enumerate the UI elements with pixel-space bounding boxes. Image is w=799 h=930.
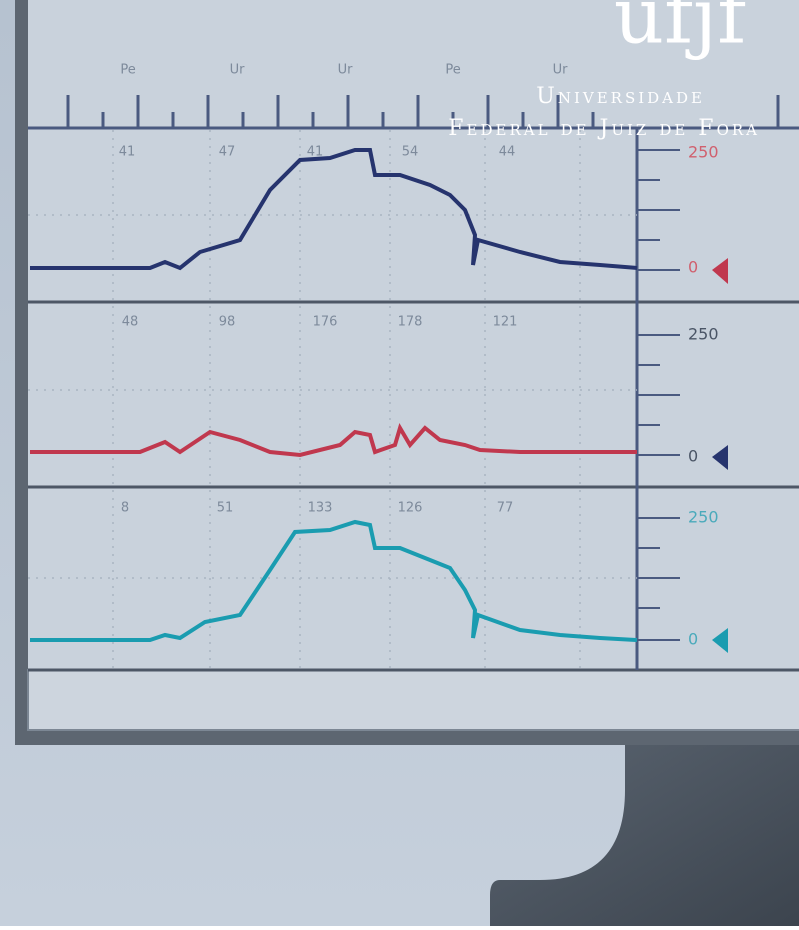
scale-bottom: 0 (688, 630, 698, 649)
value-label: 8 (121, 501, 129, 516)
panel-borders (28, 128, 799, 672)
value-label: 126 (398, 501, 423, 516)
scale-ticks (637, 149, 680, 641)
panel-1-labels: 41 47 41 54 44 (119, 145, 516, 160)
marker (712, 628, 728, 653)
grid (28, 130, 637, 668)
value-label: 47 (219, 145, 236, 160)
scale-top: 250 (688, 325, 719, 344)
value-label: 176 (313, 315, 338, 330)
ruler-ticks (66, 95, 780, 128)
scale-bottom: 0 (688, 258, 698, 277)
panel-2-labels: 48 98 176 178 121 (122, 315, 518, 330)
monitor-stand (490, 745, 799, 926)
ruler-label: Ur (553, 63, 569, 78)
panel-3-labels: 8 51 133 126 77 (121, 501, 513, 516)
scale-bottom: 0 (688, 447, 698, 466)
value-label: 41 (307, 145, 324, 160)
scale-top: 250 (688, 143, 719, 162)
scale-top: 250 (688, 508, 719, 527)
value-label: 98 (219, 315, 236, 330)
value-label: 44 (499, 145, 516, 160)
marker (712, 258, 728, 284)
screen-footer (27, 669, 799, 731)
ruler-label: Pe (445, 63, 460, 78)
value-label: 133 (308, 501, 333, 516)
screen (28, 0, 799, 730)
logo-mark: ufjf (614, 0, 751, 62)
logo-line-1: Universidade (536, 84, 705, 109)
trace-2 (30, 423, 637, 458)
trace-3 (30, 519, 638, 642)
trace-1 (30, 148, 638, 271)
value-label: 77 (497, 501, 514, 516)
ruler-label: Pe (120, 63, 135, 78)
ruler-label: Ur (338, 63, 354, 78)
value-label: 54 (402, 145, 419, 160)
value-label: 51 (217, 501, 234, 516)
value-label: 121 (493, 315, 518, 330)
marker (712, 445, 728, 470)
value-label: 178 (398, 315, 423, 330)
logo-line-2: Federal de Juiz de Fora (448, 116, 760, 141)
ruler-label: Ur (230, 63, 246, 78)
value-label: 48 (122, 315, 139, 330)
value-label: 41 (119, 145, 136, 160)
